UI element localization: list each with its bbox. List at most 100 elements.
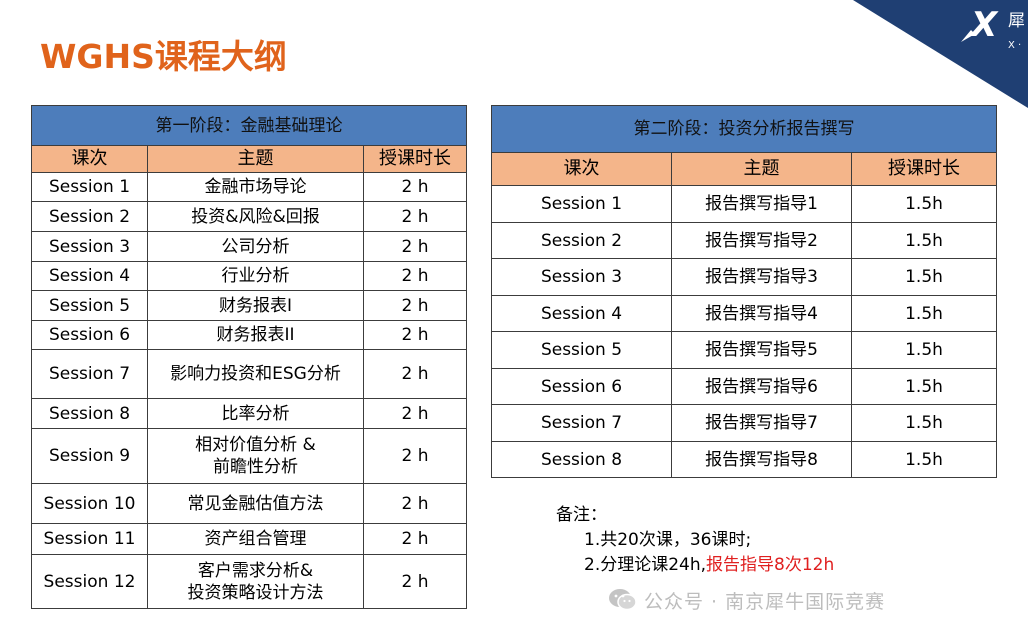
table-row: Session 12 客户需求分析& 投资策略设计方法 2 h	[31, 554, 467, 609]
topic-line-1: 相对价值分析 &	[195, 435, 316, 455]
session-cell: Session 5	[491, 331, 672, 369]
column-header-duration: 授课时长	[363, 145, 467, 173]
logo-side-text: 犀	[1008, 11, 1025, 31]
table-row: Session 8 报告撰写指导8 1.5h	[491, 441, 998, 478]
session-cell: Session 2	[491, 222, 672, 259]
topic-line-2: 前瞻性分析	[213, 457, 298, 477]
svg-text:X: X	[969, 5, 999, 45]
duration-cell: 2 h	[363, 483, 467, 524]
topic-cell: 报告撰写指导1	[671, 185, 852, 223]
session-cell: Session 1	[31, 172, 148, 202]
topic-cell: 资产组合管理	[147, 523, 364, 555]
topic-cell: 报告撰写指导7	[671, 404, 852, 442]
topic-cell: 财务报表II	[147, 320, 364, 350]
table-row: Session 4 报告撰写指导4 1.5h	[491, 295, 998, 332]
table-row: Session 3 报告撰写指导3 1.5h	[491, 258, 998, 296]
table-row: Session 4 行业分析 2 h	[31, 261, 467, 291]
duration-cell: 1.5h	[850, 331, 998, 369]
duration-cell: 1.5h	[850, 404, 998, 442]
topic-cell: 报告撰写指导4	[671, 295, 852, 332]
table-row: Session 11 资产组合管理 2 h	[31, 523, 467, 555]
logo-side-text-2: X ·	[1008, 40, 1021, 51]
session-cell: Session 1	[491, 185, 672, 223]
stage1-title: 第一阶段：金融基础理论	[31, 105, 467, 146]
topic-cell: 相对价值分析 & 前瞻性分析	[147, 428, 364, 484]
column-header-topic: 主题	[671, 152, 852, 186]
table-row: Session 2 报告撰写指导2 1.5h	[491, 222, 998, 259]
duration-cell: 2 h	[363, 201, 467, 232]
duration-cell: 2 h	[363, 290, 467, 321]
duration-cell: 2 h	[363, 261, 467, 291]
table-row: Session 10 常见金融估值方法 2 h	[31, 483, 467, 524]
duration-cell: 1.5h	[850, 368, 998, 405]
duration-cell: 2 h	[363, 231, 467, 262]
table-row: Session 8 比率分析 2 h	[31, 398, 467, 429]
duration-cell: 2 h	[363, 554, 467, 609]
topic-cell: 常见金融估值方法	[147, 483, 364, 524]
table-row: Session 6 报告撰写指导6 1.5h	[491, 368, 998, 405]
table-row: Session 1 报告撰写指导1 1.5h	[491, 185, 998, 223]
duration-cell: 2 h	[363, 398, 467, 429]
session-cell: Session 3	[491, 258, 672, 296]
session-cell: Session 6	[491, 368, 672, 405]
table-row: Session 9 相对价值分析 & 前瞻性分析 2 h	[31, 428, 467, 484]
topic-cell: 报告撰写指导2	[671, 222, 852, 259]
stage2-schedule-table: 第二阶段：投资分析报告撰写 课次 主题 授课时长 Session 1 报告撰写指…	[490, 105, 998, 478]
table-row: Session 5 财务报表I 2 h	[31, 290, 467, 321]
table-row: Session 1 金融市场导论 2 h	[31, 172, 467, 202]
page-title: WGHS课程大纲	[40, 37, 287, 76]
topic-cell: 投资&风险&回报	[147, 201, 364, 232]
session-cell: Session 3	[31, 231, 148, 262]
topic-cell: 报告撰写指导5	[671, 331, 852, 369]
session-cell: Session 5	[31, 290, 148, 321]
column-header-topic: 主题	[147, 145, 364, 173]
session-cell: Session 2	[31, 201, 148, 232]
duration-cell: 2 h	[363, 523, 467, 555]
notes-label: 备注：	[556, 505, 607, 525]
duration-cell: 1.5h	[850, 441, 998, 478]
duration-cell: 2 h	[363, 349, 467, 399]
session-cell: Session 12	[31, 554, 148, 609]
session-cell: Session 4	[491, 295, 672, 332]
topic-cell: 影响力投资和ESG分析	[147, 349, 364, 399]
table-row: Session 7 影响力投资和ESG分析 2 h	[31, 349, 467, 399]
note-line-2: 2.分理论课24h,报告指导8次12h	[556, 553, 834, 578]
note-line-2-text: 2.分理论课24h,	[584, 555, 707, 575]
duration-cell: 2 h	[363, 428, 467, 484]
session-cell: Session 11	[31, 523, 148, 555]
topic-cell: 报告撰写指导8	[671, 441, 852, 478]
topic-cell: 报告撰写指导3	[671, 258, 852, 296]
table-row: Session 5 报告撰写指导5 1.5h	[491, 331, 998, 369]
topic-cell: 金融市场导论	[147, 172, 364, 202]
column-header-session: 课次	[31, 145, 148, 173]
session-cell: Session 8	[31, 398, 148, 429]
session-cell: Session 7	[491, 404, 672, 442]
session-cell: Session 6	[31, 320, 148, 350]
watermark-text: 公众号 · 南京犀牛国际竞赛	[644, 590, 886, 613]
topic-cell: 比率分析	[147, 398, 364, 429]
topic-cell: 财务报表I	[147, 290, 364, 321]
stage2-title: 第二阶段：投资分析报告撰写	[490, 105, 998, 153]
session-cell: Session 7	[31, 349, 148, 399]
topic-line-1: 客户需求分析&	[197, 560, 314, 581]
session-cell: Session 9	[31, 428, 148, 484]
duration-cell: 2 h	[363, 320, 467, 350]
topic-cell: 行业分析	[147, 261, 364, 291]
table-row: Session 7 报告撰写指导7 1.5h	[491, 404, 998, 442]
duration-cell: 1.5h	[850, 295, 998, 332]
brand-logo-corner: X 犀 X ·	[853, 0, 1028, 108]
table-row: Session 6 财务报表II 2 h	[31, 320, 467, 350]
session-cell: Session 10	[31, 483, 148, 524]
notes-block: 备注： 1.共20次课，36课时; 2.分理论课24h,报告指导8次12h	[556, 503, 834, 578]
topic-cell: 公司分析	[147, 231, 364, 262]
column-header-duration: 授课时长	[850, 152, 998, 186]
session-cell: Session 4	[31, 261, 148, 291]
column-header-session: 课次	[491, 152, 672, 186]
brand-logo-icon: X	[961, 5, 999, 45]
note-line-2-highlight: 报告指导8次12h	[706, 555, 835, 575]
wechat-icon	[609, 589, 637, 611]
session-cell: Session 8	[491, 441, 672, 478]
topic-cell: 客户需求分析& 投资策略设计方法	[147, 554, 364, 609]
duration-cell: 2 h	[363, 172, 467, 202]
wechat-watermark: 公众号 · 南京犀牛国际竞赛	[608, 586, 885, 614]
